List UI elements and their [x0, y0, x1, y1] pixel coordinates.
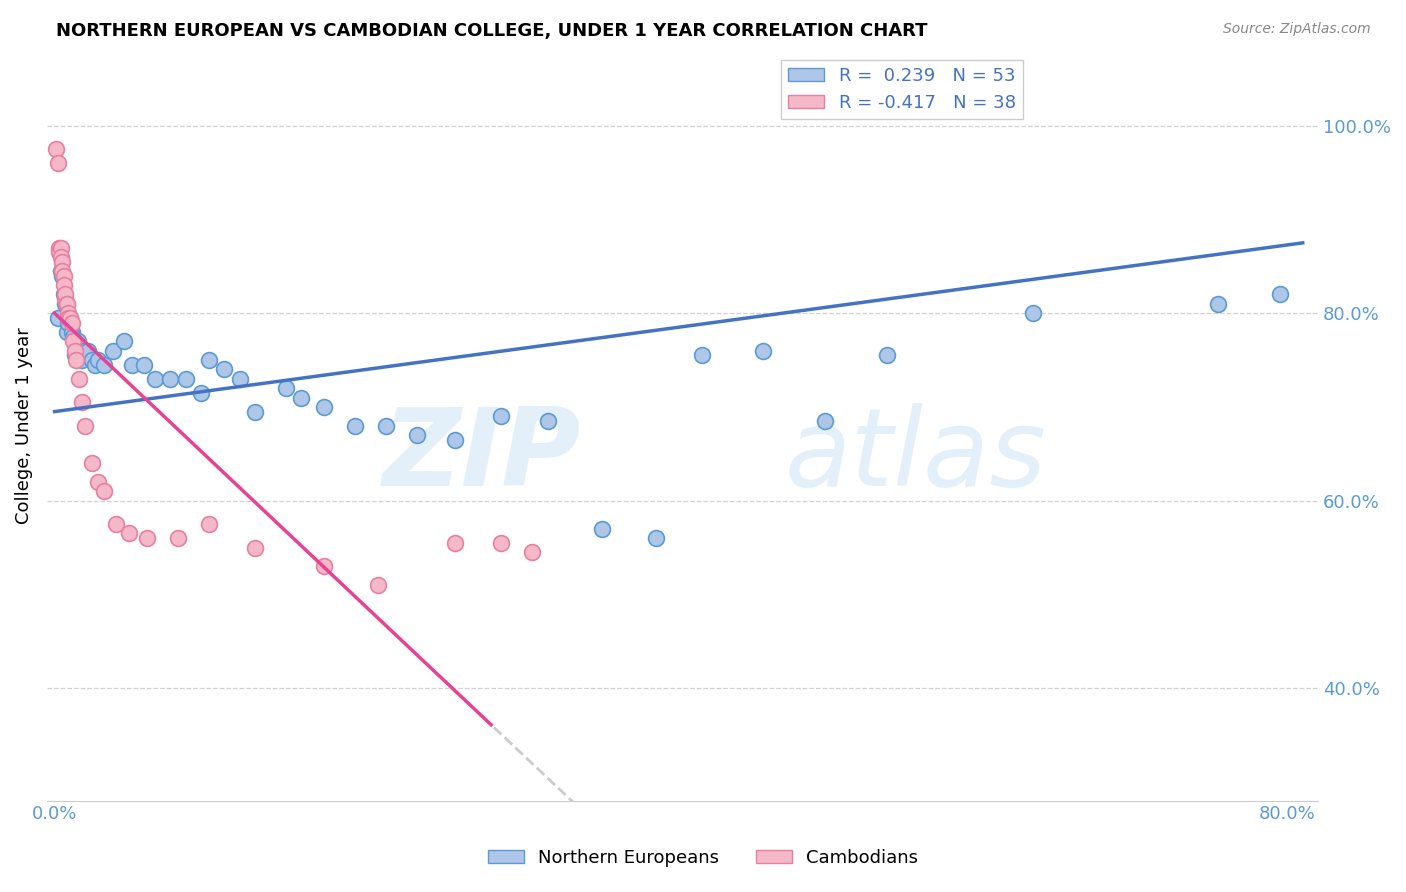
Point — [132, 358, 155, 372]
Point — [522, 545, 544, 559]
Text: atlas: atlas — [785, 403, 1046, 508]
Y-axis label: College, Under 1 year: College, Under 1 year — [15, 327, 32, 524]
Point — [48, 241, 70, 255]
Point — [75, 418, 97, 433]
Point — [93, 358, 115, 372]
Point — [112, 334, 135, 349]
Point — [60, 325, 83, 339]
Point — [76, 348, 98, 362]
Legend: R =  0.239   N = 53, R = -0.417   N = 38: R = 0.239 N = 53, R = -0.417 N = 38 — [782, 60, 1024, 120]
Point — [876, 348, 898, 362]
Point — [344, 418, 367, 433]
Point — [367, 578, 389, 592]
Point — [56, 297, 79, 311]
Point — [77, 343, 100, 358]
Point — [59, 310, 82, 325]
Point — [66, 334, 89, 349]
Point — [143, 372, 166, 386]
Point — [65, 339, 87, 353]
Point — [87, 475, 110, 489]
Point — [117, 526, 139, 541]
Point — [190, 385, 212, 400]
Point — [58, 316, 80, 330]
Point — [51, 264, 73, 278]
Legend: Northern Europeans, Cambodians: Northern Europeans, Cambodians — [481, 842, 925, 874]
Point — [52, 278, 75, 293]
Point — [491, 409, 513, 424]
Point — [56, 297, 79, 311]
Point — [228, 372, 250, 386]
Point — [690, 348, 713, 362]
Point — [243, 541, 266, 555]
Point — [51, 254, 73, 268]
Point — [491, 536, 513, 550]
Point — [67, 343, 90, 358]
Text: ZIP: ZIP — [382, 402, 581, 508]
Point — [159, 372, 181, 386]
Point — [52, 287, 75, 301]
Point — [55, 287, 77, 301]
Point — [80, 456, 103, 470]
Point — [405, 428, 427, 442]
Point — [58, 306, 80, 320]
Point — [72, 353, 94, 368]
Point — [83, 358, 105, 372]
Point — [49, 264, 72, 278]
Point — [55, 297, 77, 311]
Point — [1022, 306, 1045, 320]
Point — [174, 372, 197, 386]
Text: NORTHERN EUROPEAN VS CAMBODIAN COLLEGE, UNDER 1 YEAR CORRELATION CHART: NORTHERN EUROPEAN VS CAMBODIAN COLLEGE, … — [56, 22, 928, 40]
Point — [59, 310, 82, 325]
Text: Source: ZipAtlas.com: Source: ZipAtlas.com — [1223, 22, 1371, 37]
Point — [46, 156, 69, 170]
Point — [51, 268, 73, 283]
Point — [1206, 297, 1229, 311]
Point — [67, 372, 90, 386]
Point — [80, 353, 103, 368]
Point — [69, 343, 91, 358]
Point — [87, 353, 110, 368]
Point — [314, 559, 336, 574]
Point — [314, 400, 336, 414]
Point — [105, 517, 128, 532]
Point — [444, 536, 467, 550]
Point — [63, 348, 86, 362]
Point — [55, 292, 77, 306]
Point — [62, 334, 84, 349]
Point — [591, 522, 613, 536]
Point — [212, 362, 235, 376]
Point — [197, 517, 219, 532]
Point — [101, 343, 124, 358]
Point — [243, 404, 266, 418]
Point — [73, 343, 96, 358]
Point — [45, 142, 67, 156]
Point — [167, 531, 190, 545]
Point — [644, 531, 666, 545]
Point — [56, 325, 79, 339]
Point — [46, 310, 69, 325]
Point — [58, 310, 80, 325]
Point — [49, 250, 72, 264]
Point — [121, 358, 143, 372]
Point — [60, 316, 83, 330]
Point — [814, 414, 837, 428]
Point — [444, 433, 467, 447]
Point — [93, 484, 115, 499]
Point — [72, 395, 94, 409]
Point — [290, 391, 312, 405]
Point — [1268, 287, 1291, 301]
Point — [537, 414, 560, 428]
Point — [48, 245, 70, 260]
Point — [62, 329, 84, 343]
Point — [374, 418, 396, 433]
Point — [197, 353, 219, 368]
Point — [65, 353, 87, 368]
Point — [52, 268, 75, 283]
Point — [63, 343, 86, 358]
Point — [49, 241, 72, 255]
Point — [136, 531, 159, 545]
Point — [752, 343, 775, 358]
Point — [274, 381, 297, 395]
